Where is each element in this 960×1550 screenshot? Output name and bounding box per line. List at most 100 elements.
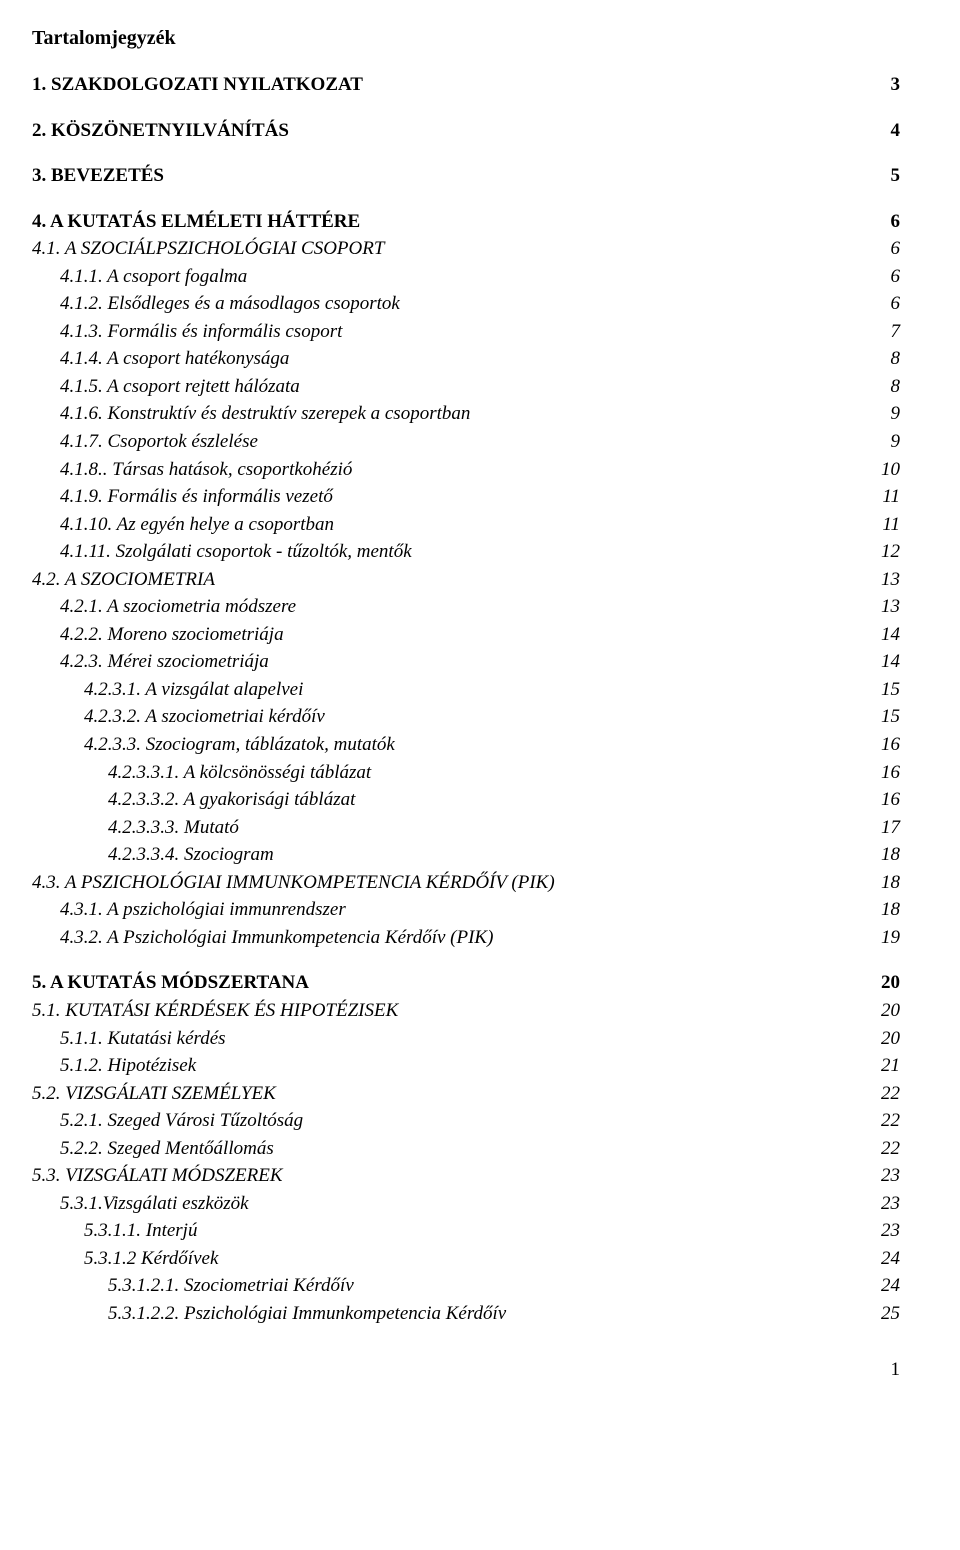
toc-entry-page: 18	[860, 841, 900, 869]
toc-entry-label: 5.3.1.Vizsgálati eszközök	[32, 1190, 860, 1218]
toc-entry-page: 16	[860, 731, 900, 759]
toc-entry-page: 4	[860, 117, 900, 145]
toc-entry-page: 6	[860, 208, 900, 236]
toc-entry-label: 4.2.3.3.2. A gyakorisági táblázat	[32, 786, 860, 814]
toc-entry-page: 9	[860, 400, 900, 428]
toc-entry-page: 13	[860, 593, 900, 621]
toc-entry: 4.1.10. Az egyén helye a csoportban11	[32, 511, 900, 539]
toc-entry-label: 4.3.2. A Pszichológiai Immunkompetencia …	[32, 924, 860, 952]
toc-entry-label: 4.2.3.3.3. Mutató	[32, 814, 860, 842]
toc-entry-label: 4.1.1. A csoport fogalma	[32, 263, 860, 291]
toc-entry: 2. KÖSZÖNETNYILVÁNÍTÁS4	[32, 117, 900, 145]
toc-entry: 5.3.1.Vizsgálati eszközök23	[32, 1190, 900, 1218]
toc-entry-label: 4.3. A PSZICHOLÓGIAI IMMUNKOMPETENCIA KÉ…	[32, 869, 860, 897]
toc-entry: 3. BEVEZETÉS5	[32, 162, 900, 190]
toc-entry: 4. A KUTATÁS ELMÉLETI HÁTTÉRE6	[32, 208, 900, 236]
toc-entry-page: 23	[860, 1190, 900, 1218]
toc-entry-label: 5.3.1.2.1. Szociometriai Kérdőív	[32, 1272, 860, 1300]
toc-entry-page: 19	[860, 924, 900, 952]
toc-entry-page: 23	[860, 1162, 900, 1190]
toc-entry: 5.2.2. Szeged Mentőállomás22	[32, 1135, 900, 1163]
toc-entry-label: 5. A KUTATÁS MÓDSZERTANA	[32, 969, 860, 997]
toc-entry-page: 6	[860, 235, 900, 263]
toc-entry-label: 4.1.8.. Társas hatások, csoportkohézió	[32, 456, 860, 484]
toc-gap	[32, 951, 900, 969]
toc-entry: 4.1.11. Szolgálati csoportok - tűzoltók,…	[32, 538, 900, 566]
toc-entry: 5.3.1.2 Kérdőívek24	[32, 1245, 900, 1273]
toc-entry: 4.2.2. Moreno szociometriája14	[32, 621, 900, 649]
toc-entry-label: 4.2.3.2. A szociometriai kérdőív	[32, 703, 860, 731]
toc-entry-label: 4.2.3.1. A vizsgálat alapelvei	[32, 676, 860, 704]
toc-entry: 4.2.3.3.2. A gyakorisági táblázat16	[32, 786, 900, 814]
toc-entry: 4.1.3. Formális és informális csoport7	[32, 318, 900, 346]
toc-entry-page: 3	[860, 71, 900, 99]
toc-entry: 4.2.3.3.4. Szociogram18	[32, 841, 900, 869]
toc-entry: 4.1.1. A csoport fogalma6	[32, 263, 900, 291]
toc-entry: 5.3.1.1. Interjú23	[32, 1217, 900, 1245]
toc-entry-label: 4.2. A SZOCIOMETRIA	[32, 566, 860, 594]
toc-entry-label: 4.1.6. Konstruktív és destruktív szerepe…	[32, 400, 860, 428]
toc-entry: 5.3. VIZSGÁLATI MÓDSZEREK23	[32, 1162, 900, 1190]
toc-entry-page: 17	[860, 814, 900, 842]
toc-entry: 5.1.1. Kutatási kérdés20	[32, 1025, 900, 1053]
toc-entry: 4.2.3.3.1. A kölcsönösségi táblázat16	[32, 759, 900, 787]
toc-entry-label: 4.1.10. Az egyén helye a csoportban	[32, 511, 860, 539]
toc-entry: 4.1.4. A csoport hatékonysága8	[32, 345, 900, 373]
toc-entry-page: 20	[860, 997, 900, 1025]
toc-entry: 5.3.1.2.2. Pszichológiai Immunkompetenci…	[32, 1300, 900, 1328]
toc-entry: 5.3.1.2.1. Szociometriai Kérdőív24	[32, 1272, 900, 1300]
toc-entry-label: 5.2.2. Szeged Mentőállomás	[32, 1135, 860, 1163]
toc-entry: 4.1. A SZOCIÁLPSZICHOLÓGIAI CSOPORT6	[32, 235, 900, 263]
toc-entry-page: 14	[860, 648, 900, 676]
toc-entry-label: 4. A KUTATÁS ELMÉLETI HÁTTÉRE	[32, 208, 860, 236]
toc-entry: 4.1.6. Konstruktív és destruktív szerepe…	[32, 400, 900, 428]
toc-entry-page: 6	[860, 263, 900, 291]
toc-entry-page: 25	[860, 1300, 900, 1328]
toc-entry-label: 3. BEVEZETÉS	[32, 162, 860, 190]
toc-entry: 4.2. A SZOCIOMETRIA13	[32, 566, 900, 594]
toc-entry: 4.1.7. Csoportok észlelése9	[32, 428, 900, 456]
toc-entry: 4.1.9. Formális és informális vezető11	[32, 483, 900, 511]
toc-entry: 4.3.1. A pszichológiai immunrendszer18	[32, 896, 900, 924]
toc-entry: 4.3.2. A Pszichológiai Immunkompetencia …	[32, 924, 900, 952]
toc-entry-label: 5.2.1. Szeged Városi Tűzoltóság	[32, 1107, 860, 1135]
toc-entry-label: 4.2.3. Mérei szociometriája	[32, 648, 860, 676]
toc-entry-page: 8	[860, 345, 900, 373]
toc-entry: 5.2.1. Szeged Városi Tűzoltóság22	[32, 1107, 900, 1135]
toc-entry: 4.2.3.3. Szociogram, táblázatok, mutatók…	[32, 731, 900, 759]
toc-entry-label: 4.1.5. A csoport rejtett hálózata	[32, 373, 860, 401]
toc-entry-page: 24	[860, 1272, 900, 1300]
toc-entry-page: 16	[860, 786, 900, 814]
toc-entry-page: 21	[860, 1052, 900, 1080]
toc-entry-page: 24	[860, 1245, 900, 1273]
toc-entry-label: 1. SZAKDOLGOZATI NYILATKOZAT	[32, 71, 860, 99]
toc-entry-label: 5.2. VIZSGÁLATI SZEMÉLYEK	[32, 1080, 860, 1108]
toc-entry: 5.2. VIZSGÁLATI SZEMÉLYEK22	[32, 1080, 900, 1108]
toc-entry-page: 20	[860, 969, 900, 997]
toc-entry: 4.1.2. Elsődleges és a másodlagos csopor…	[32, 290, 900, 318]
toc-entry-page: 9	[860, 428, 900, 456]
toc-entry-page: 15	[860, 703, 900, 731]
toc-entry-page: 8	[860, 373, 900, 401]
toc-entry-page: 15	[860, 676, 900, 704]
toc-entry-label: 5.3.1.2 Kérdőívek	[32, 1245, 860, 1273]
toc-entry: 1. SZAKDOLGOZATI NYILATKOZAT3	[32, 71, 900, 99]
toc-entry-label: 4.3.1. A pszichológiai immunrendszer	[32, 896, 860, 924]
toc-entry-page: 16	[860, 759, 900, 787]
toc-entry-label: 4.1.9. Formális és informális vezető	[32, 483, 860, 511]
toc-entry-label: 4.1.4. A csoport hatékonysága	[32, 345, 860, 373]
page-number: 1	[32, 1356, 900, 1384]
toc-entry-page: 12	[860, 538, 900, 566]
toc-entry-label: 4.2.3.3.1. A kölcsönösségi táblázat	[32, 759, 860, 787]
toc-entry-label: 5.1.1. Kutatási kérdés	[32, 1025, 860, 1053]
toc-entry-label: 5.1. KUTATÁSI KÉRDÉSEK ÉS HIPOTÉZISEK	[32, 997, 860, 1025]
toc-entry-label: 4.1.2. Elsődleges és a másodlagos csopor…	[32, 290, 860, 318]
toc-entry-page: 18	[860, 896, 900, 924]
toc-entry: 4.3. A PSZICHOLÓGIAI IMMUNKOMPETENCIA KÉ…	[32, 869, 900, 897]
toc-entry-label: 2. KÖSZÖNETNYILVÁNÍTÁS	[32, 117, 860, 145]
toc-entry-page: 18	[860, 869, 900, 897]
toc-entry-page: 14	[860, 621, 900, 649]
toc-entry-label: 4.2.3.3. Szociogram, táblázatok, mutatók	[32, 731, 860, 759]
toc-entry-page: 22	[860, 1080, 900, 1108]
toc-entry: 4.1.5. A csoport rejtett hálózata8	[32, 373, 900, 401]
